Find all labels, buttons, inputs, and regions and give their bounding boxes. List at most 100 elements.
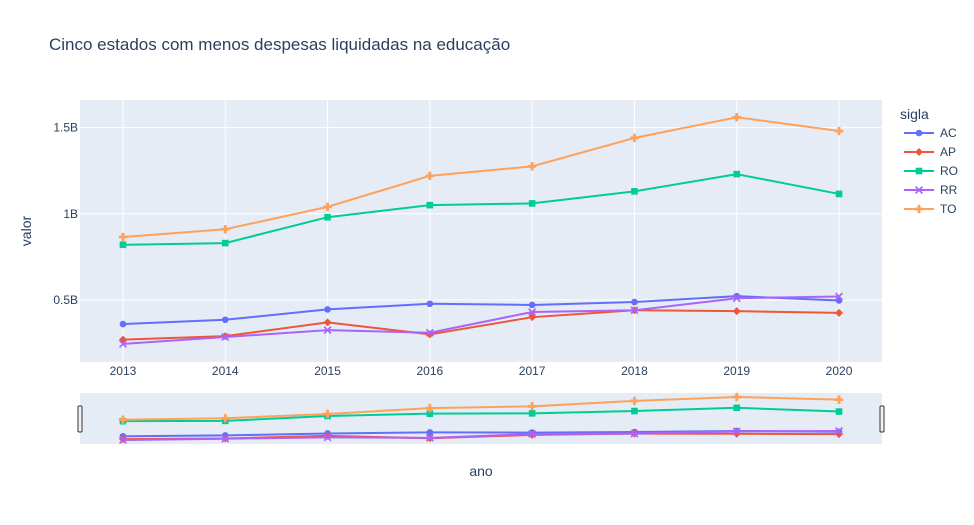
grid-lines	[80, 100, 882, 362]
data-point-ro[interactable]	[119, 241, 127, 249]
slider-point-rr[interactable]	[732, 427, 741, 436]
slider-point-rr[interactable]	[835, 427, 844, 436]
legend-marker-ap[interactable]	[915, 148, 923, 156]
slider-line-rr	[122, 430, 840, 441]
data-point-ro[interactable]	[733, 170, 741, 178]
slider-point-to[interactable]	[834, 395, 844, 404]
slider-point-ro[interactable]	[835, 408, 843, 415]
slider-line-ro	[122, 406, 840, 423]
slider-point-to[interactable]	[221, 414, 230, 423]
data-point-rr[interactable]	[221, 333, 230, 342]
x-tick-label: 2019	[723, 364, 750, 378]
slider-point-rr[interactable]	[118, 436, 127, 444]
data-point-ro[interactable]	[221, 239, 229, 247]
data-point-ac[interactable]	[119, 320, 127, 328]
legend-marker-rr[interactable]	[915, 186, 923, 194]
legend-label: RR	[940, 183, 958, 197]
data-point-ro[interactable]	[426, 201, 434, 209]
x-tick-label: 2016	[417, 364, 444, 378]
data-point-rr[interactable]	[425, 328, 434, 337]
slider-point-ro[interactable]	[528, 410, 536, 417]
data-point-ro[interactable]	[631, 188, 638, 195]
legend-label: RO	[940, 164, 958, 178]
data-point-rr[interactable]	[323, 326, 332, 335]
series-ro	[119, 170, 843, 249]
data-point-to[interactable]	[118, 232, 128, 242]
y-tick-label: 1.5B	[53, 121, 78, 135]
legend[interactable]: AC AP RO RR TO	[904, 126, 958, 216]
slider-point-rr[interactable]	[221, 434, 230, 443]
data-point-rr[interactable]	[118, 339, 127, 348]
data-point-ac[interactable]	[324, 306, 331, 313]
data-point-rr[interactable]	[835, 292, 844, 301]
data-point-ap[interactable]	[323, 318, 332, 327]
series-layer	[118, 113, 844, 348]
legend-item-ro[interactable]: RO	[904, 164, 958, 178]
data-point-to[interactable]	[630, 133, 639, 143]
series-line-ac	[122, 295, 840, 326]
slider-point-to[interactable]	[425, 403, 435, 413]
slider-point-to[interactable]	[323, 409, 332, 419]
series-to	[118, 113, 844, 242]
legend-label: AP	[940, 145, 956, 159]
legend-marker-to[interactable]	[914, 204, 924, 214]
slider-point-ro[interactable]	[631, 407, 638, 415]
x-tick-label: 2018	[621, 364, 648, 378]
series-line-to	[122, 116, 840, 239]
legend-marker-ac[interactable]	[915, 129, 923, 137]
legend-marker-ro[interactable]	[915, 167, 923, 175]
legend-item-ap[interactable]: AP	[904, 145, 956, 159]
slider-point-to[interactable]	[630, 396, 639, 406]
series-line-rr	[122, 295, 840, 345]
legend-title: sigla	[900, 106, 929, 122]
data-point-to[interactable]	[323, 202, 332, 212]
data-point-ac[interactable]	[631, 298, 638, 306]
x-tick-label: 2015	[314, 364, 341, 378]
slider-point-rr[interactable]	[323, 433, 332, 442]
data-point-ac[interactable]	[426, 300, 434, 308]
slider-point-to[interactable]	[118, 415, 128, 424]
data-point-rr[interactable]	[528, 308, 537, 317]
data-point-ap[interactable]	[732, 307, 741, 316]
range-slider-series	[118, 392, 844, 444]
legend-item-to[interactable]: TO	[904, 202, 956, 216]
slider-point-to[interactable]	[732, 392, 741, 402]
legend-item-rr[interactable]: RR	[904, 183, 958, 197]
slider-point-rr[interactable]	[425, 433, 434, 442]
x-tick-labels: 2013 2014 2015 2016 2017 2018 2019 2020	[110, 364, 853, 378]
data-point-ac[interactable]	[221, 316, 229, 324]
data-point-ro[interactable]	[528, 200, 536, 207]
slider-point-rr[interactable]	[630, 429, 639, 438]
data-point-to[interactable]	[527, 162, 537, 171]
range-slider-right-handle[interactable]	[879, 405, 885, 433]
y-tick-labels: 0.5B 1B 1.5B	[53, 121, 78, 307]
x-tick-label: 2020	[826, 364, 853, 378]
y-tick-label: 0.5B	[53, 293, 78, 307]
y-tick-label: 1B	[63, 207, 78, 221]
data-point-to[interactable]	[834, 126, 844, 136]
data-point-rr[interactable]	[630, 306, 639, 315]
data-point-ro[interactable]	[324, 213, 331, 221]
legend-label: TO	[940, 202, 956, 216]
slider-series-rr	[118, 427, 844, 444]
x-tick-label: 2017	[519, 364, 546, 378]
data-point-to[interactable]	[221, 225, 230, 234]
data-point-to[interactable]	[425, 171, 435, 181]
slider-point-to[interactable]	[527, 402, 537, 411]
series-line-ap	[122, 309, 840, 341]
slider-point-ac[interactable]	[426, 429, 434, 436]
slider-point-ro[interactable]	[426, 410, 434, 417]
range-slider-left-handle[interactable]	[77, 405, 83, 433]
data-point-ro[interactable]	[835, 190, 843, 198]
x-tick-label: 2013	[110, 364, 137, 378]
y-axis-title: valor	[18, 215, 34, 246]
data-point-ac[interactable]	[528, 301, 536, 309]
data-point-ap[interactable]	[835, 308, 844, 317]
series-line-ro	[122, 173, 840, 246]
data-point-rr[interactable]	[732, 294, 741, 303]
x-axis-title: ano	[469, 463, 493, 479]
slider-point-ro[interactable]	[733, 404, 741, 412]
legend-item-ac[interactable]: AC	[904, 126, 957, 140]
slider-point-rr[interactable]	[528, 429, 537, 438]
data-point-to[interactable]	[732, 113, 741, 122]
